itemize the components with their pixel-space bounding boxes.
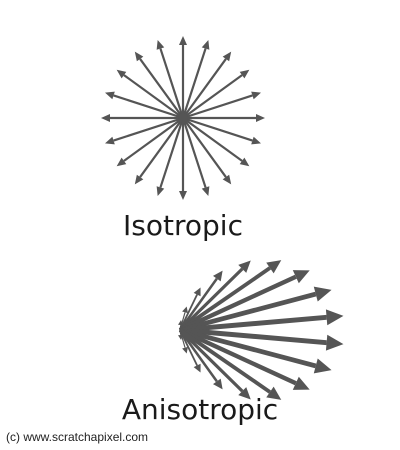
isotropic-arrow-15-head <box>251 137 261 145</box>
isotropic-arrow-20-shaft <box>183 49 206 118</box>
anisotropic-label: Anisotropic <box>0 394 400 426</box>
isotropic-arrow-14-shaft <box>183 118 242 161</box>
isotropic-arrow-16-head <box>256 114 265 122</box>
isotropic-arrow-5-shaft <box>114 95 183 118</box>
anisotropic-arrow-8-head <box>314 287 332 302</box>
anisotropic-arrows <box>178 260 343 400</box>
anisotropic-arrow-10-head <box>326 335 344 351</box>
anisotropic-arrow-17-head <box>182 347 188 354</box>
anisotropic-arrow-11-head <box>314 358 332 373</box>
isotropic-arrow-5 <box>105 92 183 118</box>
isotropic-arrow-8 <box>117 118 183 166</box>
isotropic-arrow-16 <box>183 114 265 122</box>
anisotropic-arrow-4-head <box>213 271 223 282</box>
isotropic-arrow-7 <box>105 118 183 144</box>
isotropic-arrow-2-shaft <box>160 49 183 118</box>
isotropic-arrow-13 <box>183 118 231 184</box>
anisotropic-arrow-13-shaft <box>180 330 270 392</box>
isotropic-arrow-17-head <box>251 92 261 100</box>
isotropic-arrow-1 <box>179 36 187 118</box>
isotropic-arrow-2 <box>157 40 183 118</box>
anisotropic-arrow-6-shaft <box>180 268 270 330</box>
isotropic-arrow-11 <box>179 118 187 200</box>
anisotropic-arrow-13 <box>180 330 281 400</box>
isotropic-arrow-4-shaft <box>124 75 183 118</box>
isotropic-arrow-3-shaft <box>140 59 183 118</box>
anisotropic-arrow-6 <box>180 260 281 330</box>
isotropic-arrow-10 <box>157 118 183 196</box>
isotropic-arrow-17 <box>183 92 261 118</box>
isotropic-label: Isotropic <box>0 210 366 242</box>
isotropic-arrow-18-shaft <box>183 75 242 118</box>
anisotropic-arrow-15-head <box>213 379 223 390</box>
isotropic-arrow-8-shaft <box>124 118 183 161</box>
isotropic-arrow-9 <box>135 118 183 184</box>
isotropic-arrow-18 <box>183 70 249 118</box>
isotropic-arrow-6 <box>101 114 183 122</box>
isotropic-arrow-1-head <box>179 36 187 45</box>
isotropic-arrow-15-shaft <box>183 118 252 141</box>
isotropic-arrow-17-shaft <box>183 95 252 118</box>
isotropic-arrow-5-head <box>105 92 115 100</box>
isotropic-arrow-20 <box>183 40 209 118</box>
isotropic-arrow-12-shaft <box>183 118 206 187</box>
isotropic-arrow-15 <box>183 118 261 144</box>
isotropic-arrow-10-shaft <box>160 118 183 187</box>
isotropic-origin-dot <box>178 113 188 123</box>
anisotropic-arrow-2-head <box>182 306 188 313</box>
isotropic-arrow-9-shaft <box>140 118 183 177</box>
isotropic-arrow-4 <box>117 70 183 118</box>
isotropic-arrow-10-head <box>157 186 165 196</box>
isotropic-arrow-2-head <box>157 40 165 50</box>
isotropic-arrow-3 <box>135 52 183 118</box>
isotropic-arrow-13-shaft <box>183 118 226 177</box>
isotropic-arrow-12-head <box>202 186 210 196</box>
isotropic-arrow-7-shaft <box>114 118 183 141</box>
anisotropic-arrow-9-head <box>326 309 344 325</box>
isotropic-arrow-19 <box>183 52 231 118</box>
isotropic-arrow-14 <box>183 118 249 166</box>
isotropic-arrow-6-head <box>101 114 110 122</box>
isotropic-arrow-20-head <box>202 40 210 50</box>
copyright-credit: (c) www.scratchapixel.com <box>6 430 148 444</box>
isotropic-arrow-11-head <box>179 191 187 200</box>
isotropic-arrow-7-head <box>105 137 115 145</box>
isotropic-arrow-19-shaft <box>183 59 226 118</box>
anisotropic-arrow-18-shaft <box>180 330 181 335</box>
isotropic-arrow-12 <box>183 118 209 196</box>
